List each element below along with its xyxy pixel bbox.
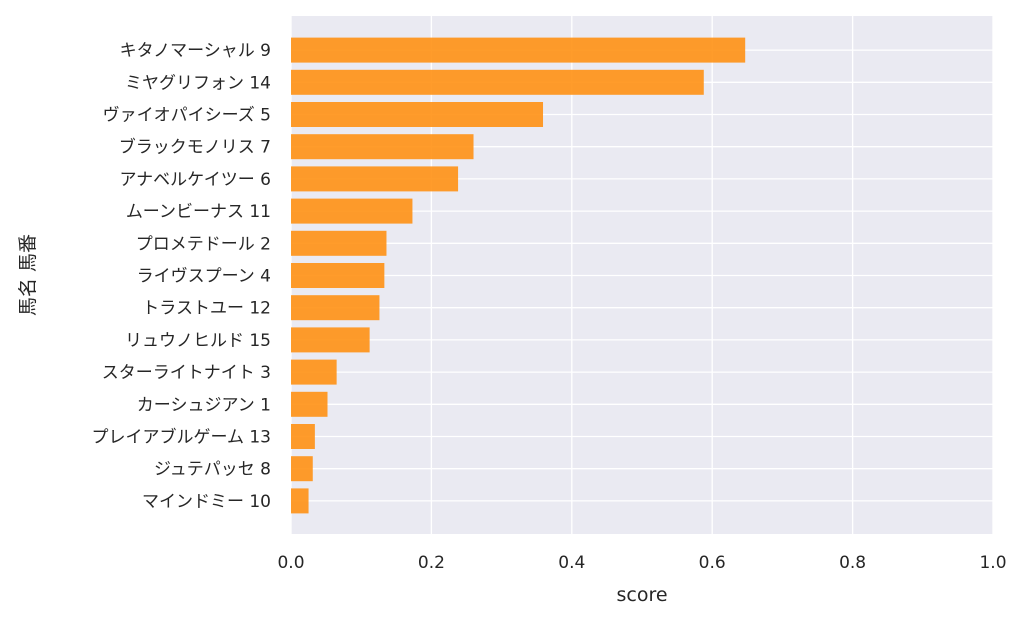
bar: [291, 102, 544, 127]
bar: [291, 166, 459, 192]
y-tick-label: ムーンビーナス 11: [126, 202, 271, 222]
bar: [291, 456, 313, 482]
y-tick-label: スターライトナイト 3: [102, 363, 271, 383]
bar: [291, 424, 315, 449]
bars: [291, 37, 746, 514]
bar: [291, 69, 704, 95]
y-tick-label: カーシュジアン 1: [137, 395, 271, 415]
y-tick-label: プレイアブルゲーム 13: [91, 427, 271, 448]
bar: [291, 295, 380, 321]
x-tick-label: 0.8: [839, 553, 866, 573]
y-tick-label: ジュテパッセ 8: [154, 460, 271, 480]
y-tick-label: マインドミー 10: [142, 492, 271, 512]
bar: [291, 134, 474, 160]
y-tick-label: プロメテドール 2: [136, 234, 271, 254]
y-tick-labels: キタノマーシャル 9 ミヤグリフォン 14 ヴァイオパイシーズ 5 ブラックモノリス …: [91, 41, 271, 512]
bar: [291, 198, 413, 224]
bar: [291, 391, 328, 417]
x-tick-label: 0.2: [418, 553, 445, 573]
y-tick-label: ブラックモノリス 7: [119, 137, 271, 158]
bar: [291, 37, 746, 63]
x-tick-label: 0.0: [277, 553, 304, 573]
y-tick-label: キタノマーシャル 9: [120, 41, 271, 61]
x-axis-label: score: [616, 584, 667, 606]
x-tick-label: 0.6: [699, 553, 726, 573]
x-tick-labels: 0.0 0.2 0.4 0.6 0.8 1.0: [277, 553, 1006, 573]
y-tick-label: アナベルケイツー 6: [119, 170, 271, 190]
bar: [291, 488, 309, 514]
bar: [291, 327, 370, 353]
bar: [291, 263, 385, 288]
bar: [291, 230, 387, 256]
x-tick-label: 0.4: [558, 553, 585, 573]
y-axis-label: 馬名 馬番: [17, 234, 39, 316]
y-tick-label: ミヤグリフォン 14: [125, 73, 271, 93]
y-tick-label: ライヴスプーン 4: [137, 267, 271, 287]
x-tick-label: 1.0: [979, 553, 1006, 573]
y-tick-label: リュウノヒルド 15: [125, 331, 271, 351]
bar: [291, 359, 337, 385]
y-tick-label: トラストユー 12: [142, 299, 271, 319]
y-tick-label: ヴァイオパイシーズ 5: [103, 106, 271, 126]
